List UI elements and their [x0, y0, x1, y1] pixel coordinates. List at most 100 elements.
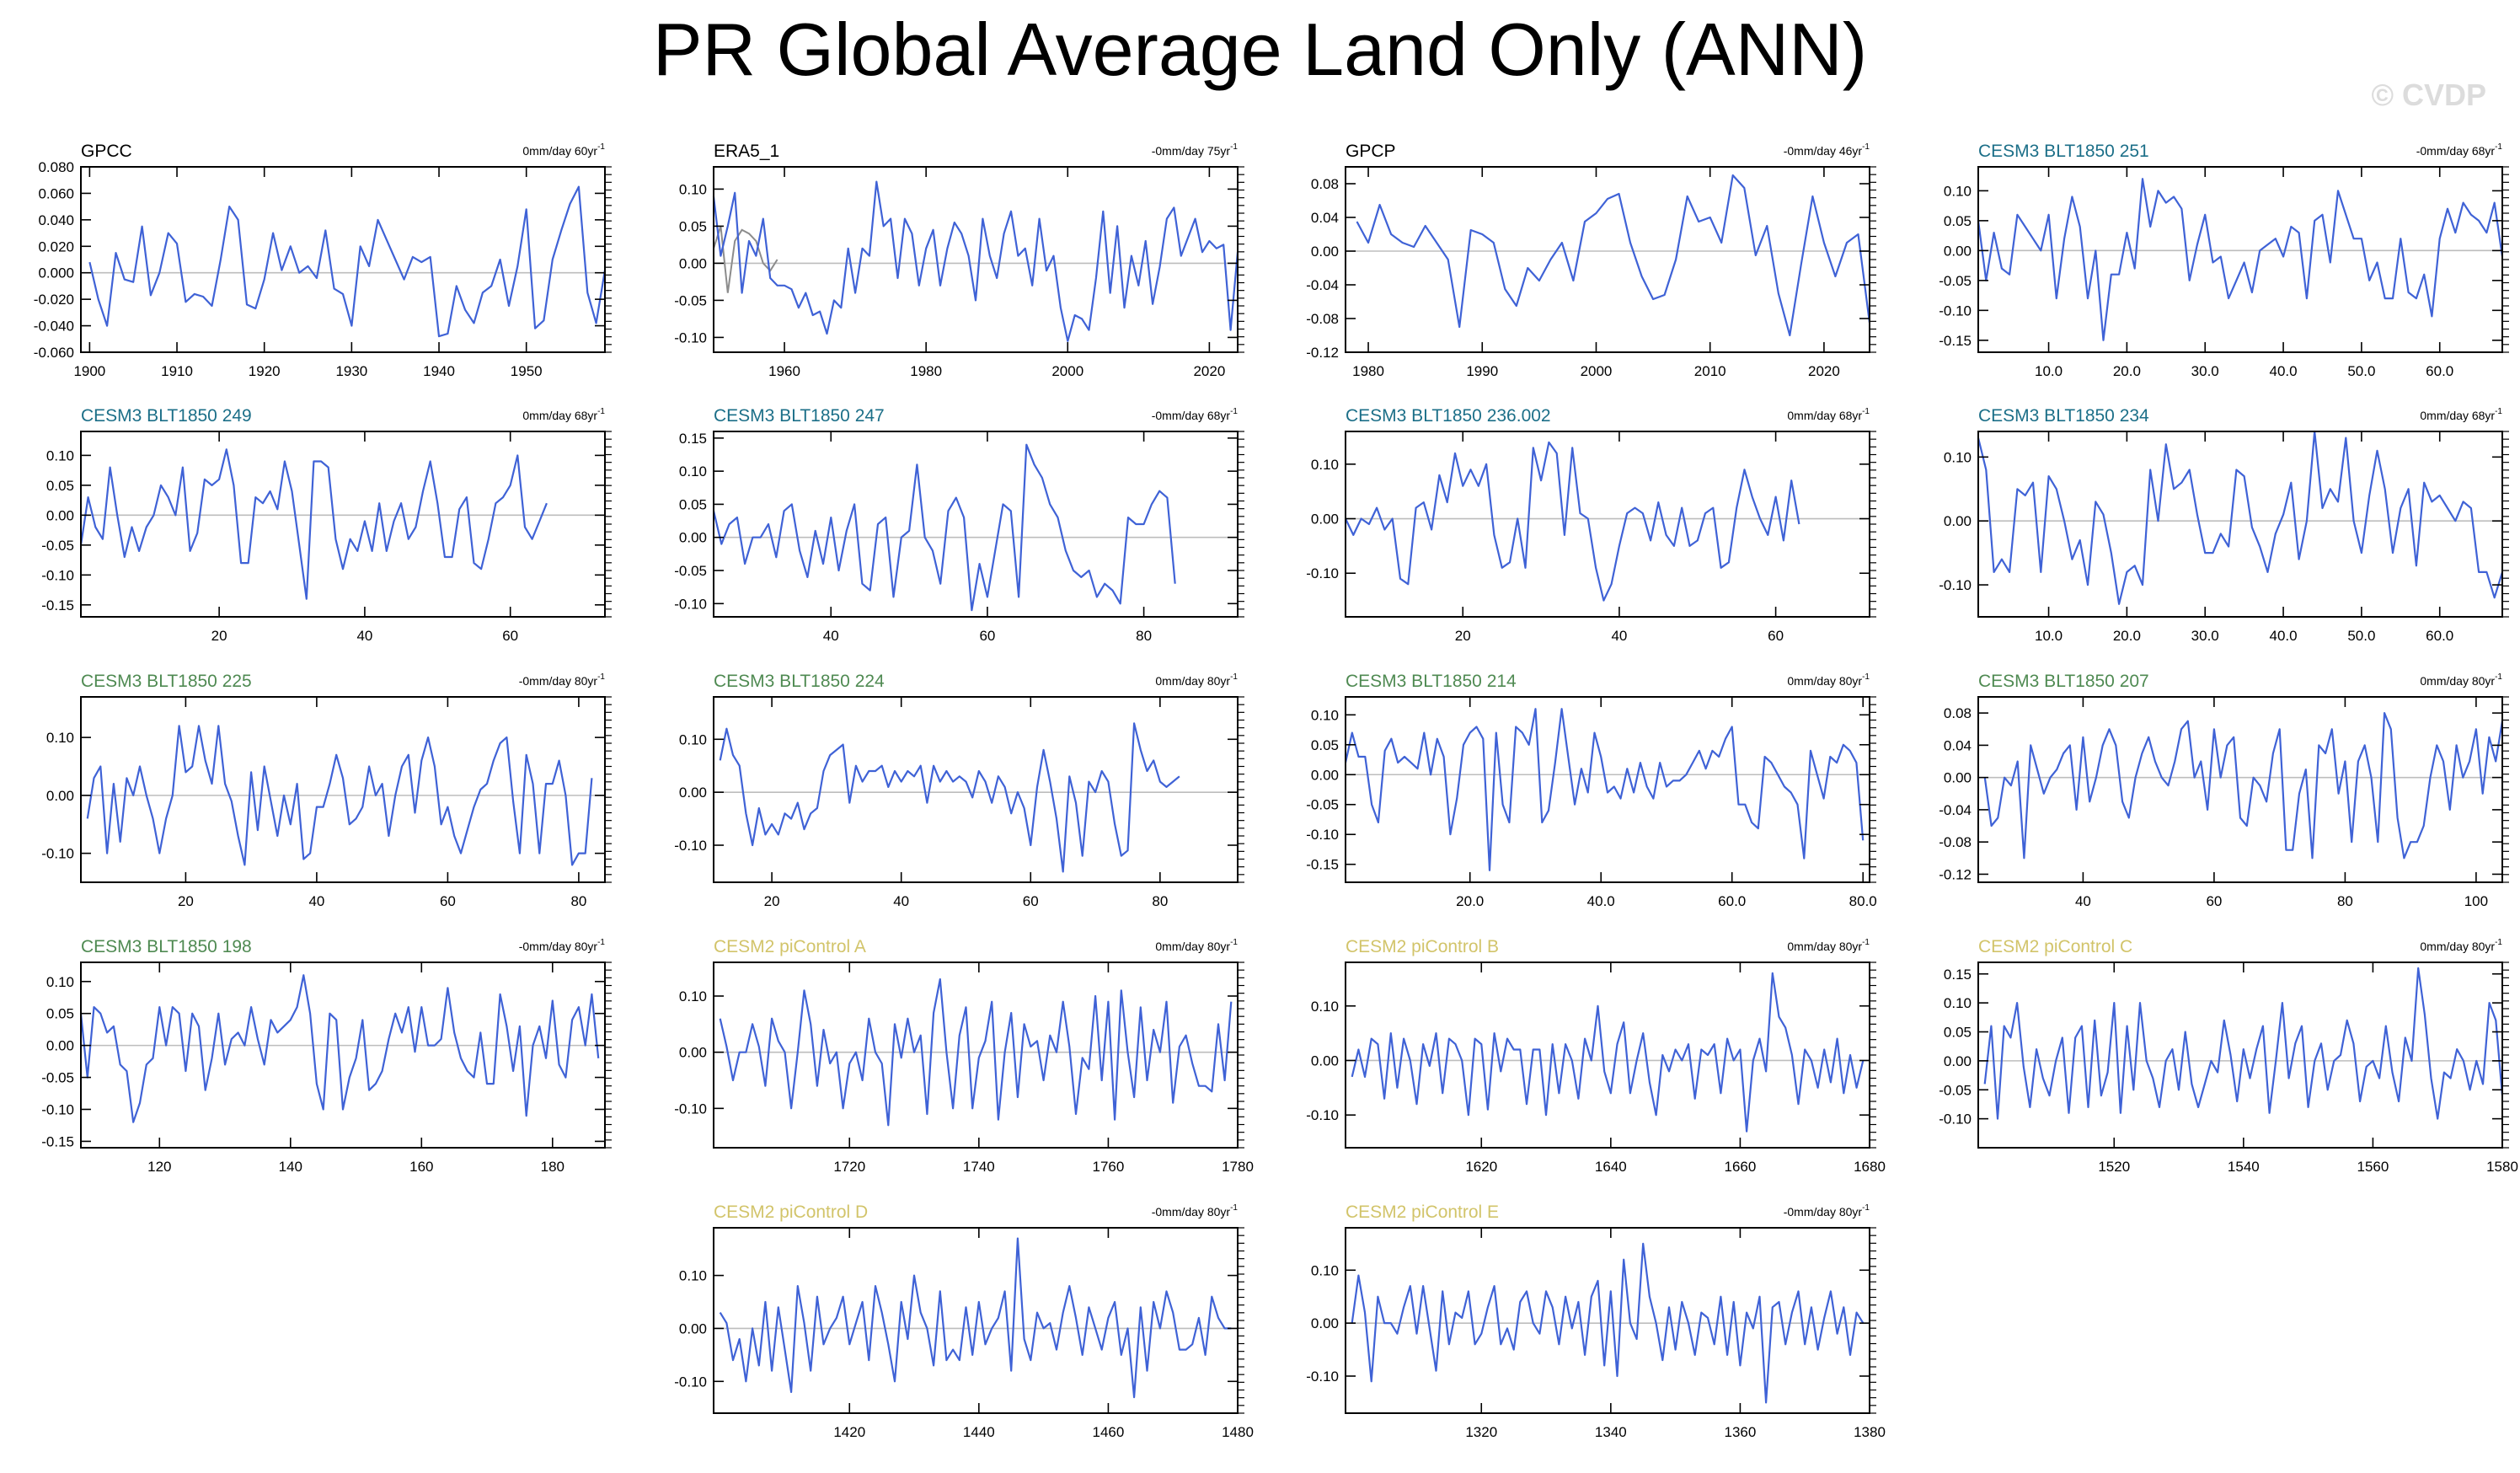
- series-line: [1345, 441, 1800, 602]
- y-tick-label: -0.10: [674, 329, 707, 345]
- panel-label: CESM2 piControl E: [1346, 1203, 1499, 1222]
- x-tick-label: 40: [2075, 893, 2091, 909]
- plot-frame: [1977, 696, 2503, 883]
- series-line: [86, 725, 593, 866]
- x-tick-label: 20: [178, 893, 194, 909]
- y-tick-label: -0.15: [1306, 857, 1339, 873]
- y-tick-label: 0.000: [38, 265, 74, 281]
- y-tick-label: -0.08: [1939, 834, 1972, 850]
- y-tick-label: 0.00: [46, 788, 74, 804]
- y-tick-label: -0.04: [1939, 802, 1972, 818]
- y-tick-label: -0.05: [1306, 797, 1339, 813]
- y-tick-label: 0.15: [1944, 967, 1972, 983]
- y-tick-label: -0.12: [1306, 345, 1339, 361]
- y-tick-label: -0.10: [1306, 1369, 1339, 1385]
- x-tick-label: 160: [409, 1159, 433, 1175]
- y-tick-label: -0.10: [1306, 565, 1339, 581]
- x-tick-label: 80: [570, 893, 586, 909]
- trend-exponent: -1: [1862, 1203, 1870, 1213]
- trend-exponent: -1: [2495, 938, 2502, 947]
- trend-label: -0mm/day 80yr-1: [519, 938, 606, 953]
- trend-exponent: -1: [1862, 938, 1870, 947]
- y-tick-label: 0.060: [38, 185, 74, 201]
- trend-exponent: -1: [1230, 672, 1238, 682]
- x-tick-label: 60.0: [1718, 893, 1746, 909]
- x-tick-label: 1520: [2098, 1159, 2130, 1175]
- y-tick-label: -0.08: [1306, 311, 1339, 327]
- y-tick-label: 0.00: [1311, 1315, 1339, 1331]
- panel-label: GPCC: [81, 142, 132, 161]
- plot-frame: [80, 166, 606, 353]
- x-tick-label: 2020: [1193, 363, 1225, 379]
- trend-label: -0mm/day 46yr-1: [1784, 142, 1870, 158]
- y-tick-label: 0.10: [1311, 999, 1339, 1015]
- trend-label: -0mm/day 68yr-1: [2416, 142, 2503, 158]
- trend-exponent: -1: [1862, 407, 1870, 416]
- x-tick-label: 60.0: [2426, 628, 2453, 644]
- x-tick-label: 20: [1455, 628, 1471, 644]
- x-tick-label: 1480: [1222, 1424, 1254, 1440]
- y-tick-label: 0.10: [1311, 707, 1339, 723]
- chart-panel: -0.10 -0.05 0.00 0.05 0.10 1960 1980 2000 2020 ER…: [674, 142, 1244, 379]
- series-line: [1356, 174, 1871, 337]
- y-tick-label: -0.10: [1939, 303, 1972, 319]
- panel-label: CESM3 BLT1850 247: [714, 406, 885, 426]
- y-tick-label: 0.10: [679, 731, 707, 747]
- y-tick-label: 0.05: [46, 478, 74, 494]
- y-tick-label: 0.10: [1311, 1262, 1339, 1278]
- y-tick-label: -0.10: [41, 846, 74, 862]
- y-tick-label: -0.040: [34, 319, 74, 335]
- y-tick-label: -0.15: [1939, 333, 1972, 349]
- cvdp-watermark: © CVDP: [2371, 78, 2486, 112]
- x-tick-label: 140: [279, 1159, 302, 1175]
- trend-label: -0mm/day 75yr-1: [1152, 142, 1239, 158]
- x-tick-label: 60: [2206, 893, 2222, 909]
- y-tick-label: 0.00: [1311, 244, 1339, 260]
- plot-frame: [1345, 961, 1870, 1149]
- panel-label: CESM3 BLT1850 207: [1978, 672, 2149, 691]
- x-tick-label: 1580: [2486, 1159, 2518, 1175]
- y-tick-label: 0.08: [1311, 176, 1339, 192]
- y-tick-label: -0.10: [1306, 827, 1339, 843]
- y-tick-label: 0.00: [1311, 767, 1339, 783]
- plot-frame: [713, 961, 1239, 1149]
- y-tick-label: -0.05: [1939, 1082, 1972, 1098]
- x-tick-label: 30.0: [2191, 363, 2219, 379]
- trend-exponent: -1: [2495, 672, 2502, 682]
- x-tick-label: 2000: [1051, 363, 1083, 379]
- y-tick-label: 0.00: [46, 1038, 74, 1054]
- plot-frame: [80, 696, 606, 883]
- y-tick-label: -0.04: [1306, 277, 1339, 293]
- trend-label: 0mm/day 80yr-1: [2420, 672, 2502, 688]
- trend-exponent: -1: [597, 672, 605, 682]
- trend-label: 0mm/day 80yr-1: [1787, 938, 1870, 953]
- trend-label: 0mm/day 68yr-1: [1787, 407, 1870, 422]
- panel-label: CESM2 piControl D: [714, 1203, 868, 1222]
- x-tick-label: 1910: [161, 363, 193, 379]
- panel-label: CESM3 BLT1850 236.002: [1346, 406, 1551, 426]
- chart-panel: -0.10 0.00 0.10 1720 1740 1760 1780 CESM2 piCon…: [674, 937, 1254, 1175]
- trend-exponent: -1: [1862, 142, 1870, 152]
- x-tick-label: 1460: [1093, 1424, 1125, 1440]
- trend-label: -0mm/day 80yr-1: [519, 672, 606, 688]
- panel-label: CESM3 BLT1850 251: [1978, 142, 2149, 161]
- y-tick-label: -0.10: [1306, 1107, 1339, 1123]
- y-tick-label: 0.10: [46, 974, 74, 990]
- trend-label: -0mm/day 68yr-1: [1152, 407, 1239, 422]
- x-tick-label: 1420: [833, 1424, 865, 1440]
- y-tick-label: 0.00: [1944, 770, 1972, 786]
- y-tick-label: 0.10: [1944, 995, 1972, 1011]
- x-tick-label: 60: [1768, 628, 1784, 644]
- chart-panel: -0.10 0.00 0.10 1620 1640 1660 1680 CESM2 piCon…: [1306, 937, 1886, 1175]
- series-line: [1351, 972, 1865, 1133]
- y-tick-label: -0.15: [41, 1133, 74, 1149]
- series-line: [712, 180, 1239, 342]
- y-tick-label: 0.00: [679, 785, 707, 801]
- x-tick-label: 2020: [1808, 363, 1840, 379]
- y-tick-label: -0.10: [1939, 577, 1972, 593]
- series-line: [88, 185, 607, 338]
- chart-panel: -0.060 -0.040 -0.020 0.000 0.020 0.040 0.060 0.…: [34, 142, 612, 379]
- series-line: [1977, 430, 2504, 605]
- y-tick-label: -0.05: [674, 292, 707, 308]
- x-tick-label: 1740: [963, 1159, 995, 1175]
